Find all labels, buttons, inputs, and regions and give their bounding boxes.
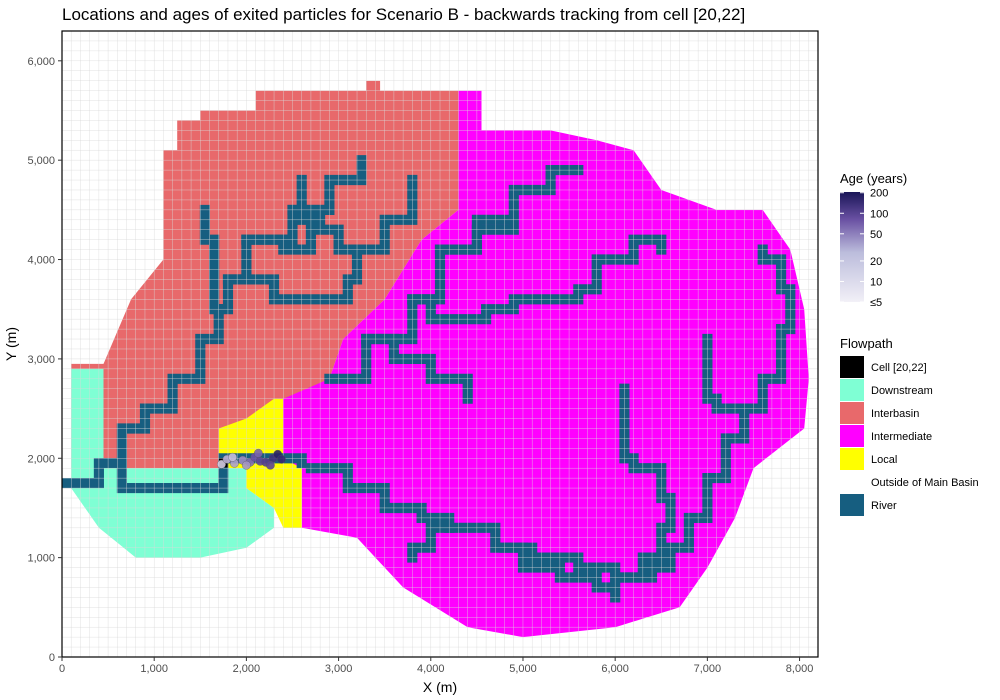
x-tick-label: 2,000 <box>233 663 261 675</box>
particle-11 <box>265 460 275 470</box>
legend-label: Local <box>871 454 897 466</box>
y-tick-label: 4,000 <box>27 255 55 267</box>
legend-label: Downstream <box>871 385 933 397</box>
legend-swatch <box>840 425 864 447</box>
y-axis: 0 1,000 2,000 3,000 4,000 5,000 6,000 <box>27 56 62 664</box>
age-legend-label: ≤5 <box>870 297 882 309</box>
x-axis-title: X (m) <box>423 679 457 695</box>
legend-label: Outside of Main Basin <box>871 477 979 489</box>
legend-swatch <box>840 356 864 378</box>
x-tick-label: 8,000 <box>786 663 814 675</box>
particle-13 <box>241 460 251 470</box>
age-legend: Age (years) 200 100 50 20 10 ≤5 <box>840 171 907 309</box>
age-legend-label: 50 <box>870 229 882 241</box>
age-legend-title: Age (years) <box>840 171 907 186</box>
legend-label: Interbasin <box>871 408 919 420</box>
plot-border <box>61 30 819 658</box>
x-axis: 0 1,000 2,000 3,000 4,000 5,000 6,000 7,000 8,00… <box>59 657 813 675</box>
y-tick-label: 3,000 <box>27 354 55 366</box>
age-legend-label: 20 <box>870 256 882 268</box>
age-legend-label: 200 <box>870 188 888 200</box>
y-tick-label: 5,000 <box>27 155 55 167</box>
legend-swatch <box>840 448 864 470</box>
y-tick-label: 2,000 <box>27 453 55 465</box>
chart-title: Locations and ages of exited particles f… <box>62 5 745 24</box>
grid-lines <box>62 31 818 657</box>
x-tick-label: 6,000 <box>601 663 629 675</box>
particle-12 <box>253 448 263 458</box>
y-tick-label: 6,000 <box>27 56 55 68</box>
x-tick-label: 1,000 <box>140 663 168 675</box>
age-legend-label: 10 <box>870 276 882 288</box>
legend-label: Intermediate <box>871 431 932 443</box>
flowpath-legend: Flowpath Cell [20,22] Downstream Interbasi… <box>839 336 979 516</box>
legend-swatch <box>840 494 864 516</box>
particle-14 <box>228 452 237 462</box>
y-tick-label: 1,000 <box>27 553 55 565</box>
region-downstream <box>71 368 274 558</box>
legend-swatch <box>840 379 864 401</box>
x-tick-label: 3,000 <box>325 663 353 675</box>
x-tick-label: 4,000 <box>417 663 445 675</box>
age-legend-label: 100 <box>870 208 888 220</box>
legend-swatch <box>840 402 864 424</box>
particle-10 <box>277 454 286 464</box>
plot-area <box>62 31 818 657</box>
legend-label: River <box>871 500 897 512</box>
particle-0 <box>217 459 226 469</box>
x-tick-label: 0 <box>59 663 65 675</box>
legend-label: Cell [20,22] <box>871 362 927 374</box>
y-tick-label: 0 <box>49 652 55 664</box>
legend-swatch <box>839 470 865 494</box>
y-axis-title: Y (m) <box>3 327 19 361</box>
x-tick-label: 7,000 <box>694 663 722 675</box>
flowpath-legend-title: Flowpath <box>840 336 893 351</box>
x-tick-label: 5,000 <box>509 663 537 675</box>
particles <box>217 448 286 470</box>
age-colorbar <box>840 192 864 302</box>
